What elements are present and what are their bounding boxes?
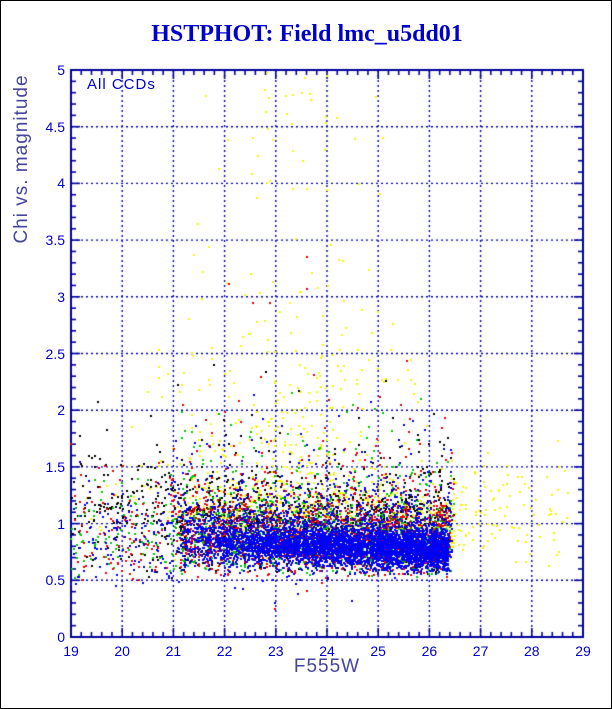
x-tick-label: 29 — [575, 643, 591, 659]
y-tick-label: 5 — [57, 62, 65, 78]
y-tick-label: 2.5 — [45, 345, 65, 362]
x-tick-label: 24 — [319, 643, 335, 659]
x-tick-label: 28 — [524, 643, 540, 659]
x-tick-label: 20 — [114, 643, 130, 659]
x-tick-label: 19 — [63, 643, 79, 659]
y-tick-label: 2 — [57, 402, 65, 419]
y-tick-label: 1.5 — [45, 458, 65, 475]
y-tick-label: 4 — [57, 175, 65, 192]
y-tick-label: 4.5 — [45, 118, 65, 135]
y-tick-label: 1 — [57, 515, 65, 532]
page-title: HSTPHOT: Field lmc_u5dd01 — [151, 21, 463, 47]
y-tick-label: 3 — [57, 288, 65, 305]
y-tick-label: 0.5 — [45, 572, 65, 589]
x-tick-label: 23 — [268, 643, 284, 659]
x-tick-label: 26 — [421, 643, 438, 659]
ccd-annotation-label: All CCDs — [87, 76, 156, 93]
y-axis-title: Chi vs. magnitude — [11, 74, 32, 244]
x-axis-title: F555W — [293, 656, 361, 677]
x-tick-label: 27 — [472, 643, 489, 659]
x-tick-label: 22 — [216, 643, 233, 659]
x-tick-label: 21 — [165, 643, 182, 659]
y-tick-label: 3.5 — [45, 232, 65, 249]
y-tick-label: 0 — [57, 629, 65, 645]
x-tick-label: 25 — [370, 643, 386, 659]
